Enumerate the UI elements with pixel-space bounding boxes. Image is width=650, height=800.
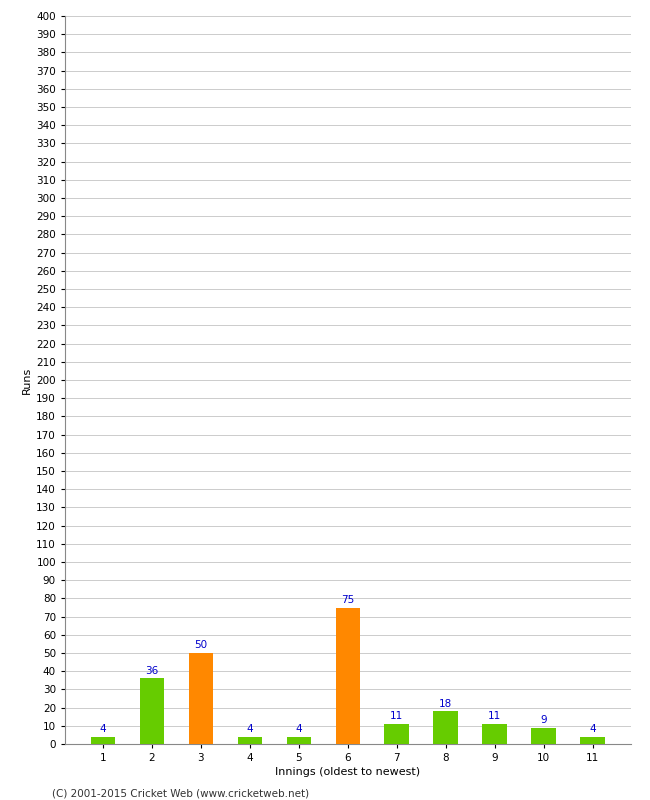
Text: 4: 4 xyxy=(246,724,253,734)
Bar xyxy=(482,724,507,744)
Text: 50: 50 xyxy=(194,640,207,650)
Bar xyxy=(287,737,311,744)
Text: 11: 11 xyxy=(488,711,501,722)
Text: 36: 36 xyxy=(146,666,159,676)
X-axis label: Innings (oldest to newest): Innings (oldest to newest) xyxy=(275,767,421,777)
Bar xyxy=(140,678,164,744)
Bar xyxy=(434,711,458,744)
Bar xyxy=(384,724,409,744)
Bar xyxy=(238,737,262,744)
Bar xyxy=(335,607,360,744)
Bar xyxy=(580,737,605,744)
Text: 75: 75 xyxy=(341,594,354,605)
Text: 4: 4 xyxy=(99,724,106,734)
Bar xyxy=(91,737,115,744)
Text: 4: 4 xyxy=(296,724,302,734)
Text: (C) 2001-2015 Cricket Web (www.cricketweb.net): (C) 2001-2015 Cricket Web (www.cricketwe… xyxy=(52,788,309,798)
Bar xyxy=(531,728,556,744)
Y-axis label: Runs: Runs xyxy=(22,366,32,394)
Text: 18: 18 xyxy=(439,698,452,709)
Text: 4: 4 xyxy=(590,724,596,734)
Bar xyxy=(188,653,213,744)
Text: 11: 11 xyxy=(390,711,404,722)
Text: 9: 9 xyxy=(540,715,547,725)
